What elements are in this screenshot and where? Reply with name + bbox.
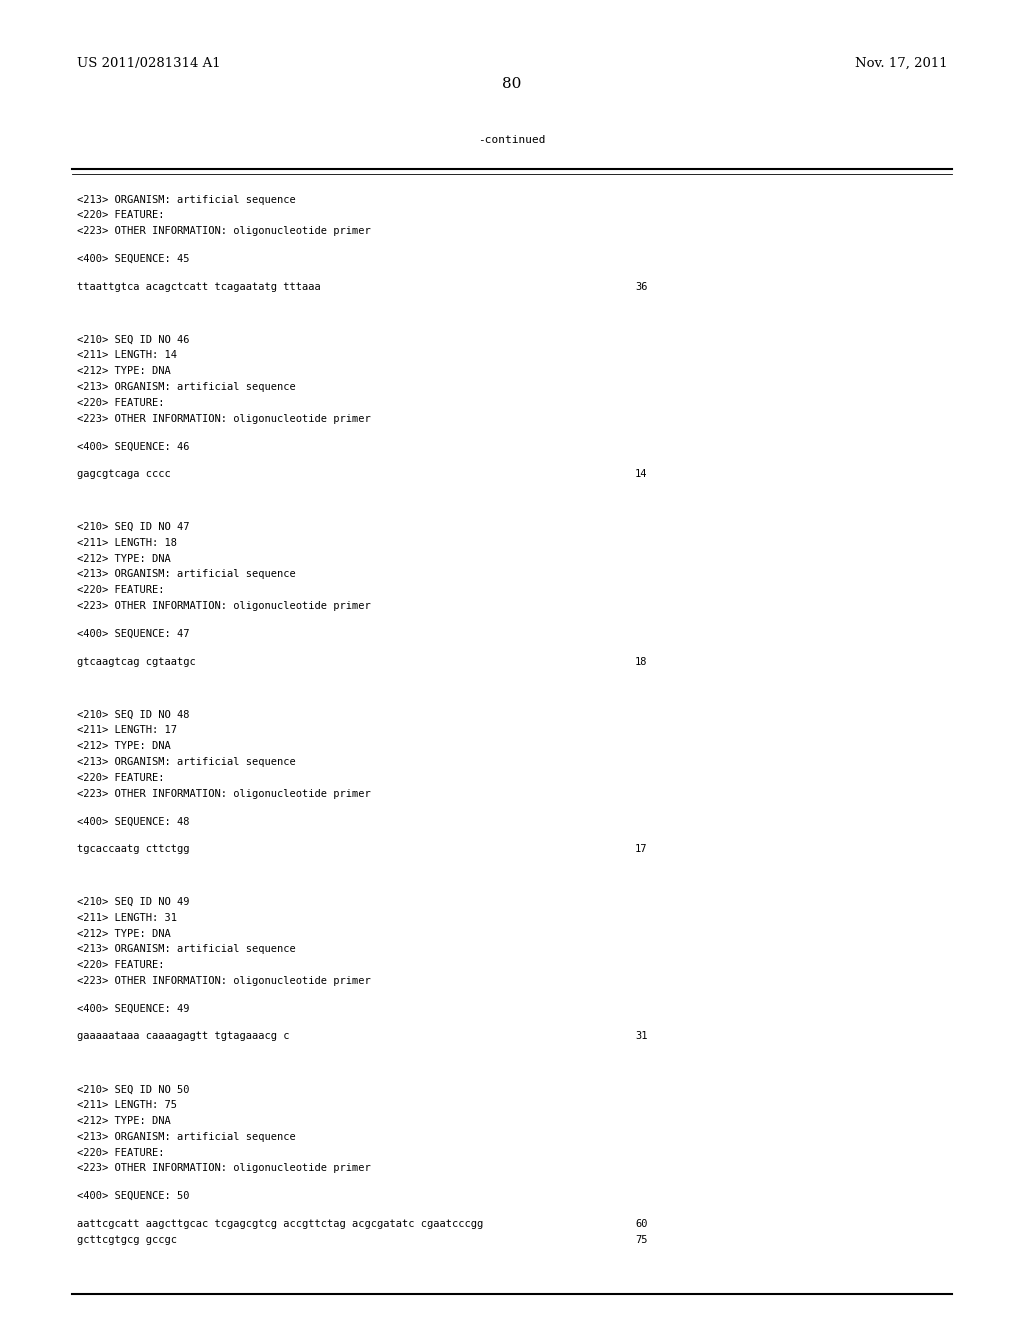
Text: <220> FEATURE:: <220> FEATURE:: [77, 772, 164, 783]
Text: <400> SEQUENCE: 47: <400> SEQUENCE: 47: [77, 628, 189, 639]
Text: <213> ORGANISM: artificial sequence: <213> ORGANISM: artificial sequence: [77, 944, 296, 954]
Text: <212> TYPE: DNA: <212> TYPE: DNA: [77, 366, 171, 376]
Text: <211> LENGTH: 31: <211> LENGTH: 31: [77, 912, 177, 923]
Text: <400> SEQUENCE: 46: <400> SEQUENCE: 46: [77, 441, 189, 451]
Text: <212> TYPE: DNA: <212> TYPE: DNA: [77, 928, 171, 939]
Text: tgcaccaatg cttctgg: tgcaccaatg cttctgg: [77, 843, 189, 854]
Text: 75: 75: [635, 1234, 647, 1245]
Text: 36: 36: [635, 281, 647, 292]
Text: <223> OTHER INFORMATION: oligonucleotide primer: <223> OTHER INFORMATION: oligonucleotide…: [77, 788, 371, 799]
Text: -continued: -continued: [478, 135, 546, 145]
Text: <400> SEQUENCE: 49: <400> SEQUENCE: 49: [77, 1003, 189, 1014]
Text: <220> FEATURE:: <220> FEATURE:: [77, 1147, 164, 1158]
Text: <400> SEQUENCE: 48: <400> SEQUENCE: 48: [77, 816, 189, 826]
Text: gaaaaataaa caaaagagtt tgtagaaacg c: gaaaaataaa caaaagagtt tgtagaaacg c: [77, 1031, 290, 1041]
Text: <213> ORGANISM: artificial sequence: <213> ORGANISM: artificial sequence: [77, 381, 296, 392]
Text: <223> OTHER INFORMATION: oligonucleotide primer: <223> OTHER INFORMATION: oligonucleotide…: [77, 601, 371, 611]
Text: <400> SEQUENCE: 50: <400> SEQUENCE: 50: [77, 1191, 189, 1201]
Text: <400> SEQUENCE: 45: <400> SEQUENCE: 45: [77, 253, 189, 264]
Text: <220> FEATURE:: <220> FEATURE:: [77, 397, 164, 408]
Text: gtcaagtcag cgtaatgc: gtcaagtcag cgtaatgc: [77, 656, 196, 667]
Text: <223> OTHER INFORMATION: oligonucleotide primer: <223> OTHER INFORMATION: oligonucleotide…: [77, 1163, 371, 1173]
Text: <210> SEQ ID NO 49: <210> SEQ ID NO 49: [77, 896, 189, 907]
Text: <223> OTHER INFORMATION: oligonucleotide primer: <223> OTHER INFORMATION: oligonucleotide…: [77, 226, 371, 236]
Text: <210> SEQ ID NO 47: <210> SEQ ID NO 47: [77, 521, 189, 532]
Text: 18: 18: [635, 656, 647, 667]
Text: 14: 14: [635, 469, 647, 479]
Text: <223> OTHER INFORMATION: oligonucleotide primer: <223> OTHER INFORMATION: oligonucleotide…: [77, 413, 371, 424]
Text: <212> TYPE: DNA: <212> TYPE: DNA: [77, 1115, 171, 1126]
Text: <220> FEATURE:: <220> FEATURE:: [77, 210, 164, 220]
Text: US 2011/0281314 A1: US 2011/0281314 A1: [77, 57, 220, 70]
Text: ttaattgtca acagctcatt tcagaatatg tttaaa: ttaattgtca acagctcatt tcagaatatg tttaaa: [77, 281, 321, 292]
Text: <213> ORGANISM: artificial sequence: <213> ORGANISM: artificial sequence: [77, 194, 296, 205]
Text: <211> LENGTH: 18: <211> LENGTH: 18: [77, 537, 177, 548]
Text: gcttcgtgcg gccgc: gcttcgtgcg gccgc: [77, 1234, 177, 1245]
Text: aattcgcatt aagcttgcac tcgagcgtcg accgttctag acgcgatatc cgaatcccgg: aattcgcatt aagcttgcac tcgagcgtcg accgttc…: [77, 1218, 483, 1229]
Text: 80: 80: [503, 77, 521, 91]
Text: 31: 31: [635, 1031, 647, 1041]
Text: <213> ORGANISM: artificial sequence: <213> ORGANISM: artificial sequence: [77, 1131, 296, 1142]
Text: 17: 17: [635, 843, 647, 854]
Text: gagcgtcaga cccc: gagcgtcaga cccc: [77, 469, 171, 479]
Text: <220> FEATURE:: <220> FEATURE:: [77, 585, 164, 595]
Text: <213> ORGANISM: artificial sequence: <213> ORGANISM: artificial sequence: [77, 756, 296, 767]
Text: <210> SEQ ID NO 48: <210> SEQ ID NO 48: [77, 709, 189, 719]
Text: <210> SEQ ID NO 46: <210> SEQ ID NO 46: [77, 334, 189, 345]
Text: <223> OTHER INFORMATION: oligonucleotide primer: <223> OTHER INFORMATION: oligonucleotide…: [77, 975, 371, 986]
Text: 60: 60: [635, 1218, 647, 1229]
Text: <211> LENGTH: 75: <211> LENGTH: 75: [77, 1100, 177, 1110]
Text: <212> TYPE: DNA: <212> TYPE: DNA: [77, 741, 171, 751]
Text: <220> FEATURE:: <220> FEATURE:: [77, 960, 164, 970]
Text: <213> ORGANISM: artificial sequence: <213> ORGANISM: artificial sequence: [77, 569, 296, 579]
Text: Nov. 17, 2011: Nov. 17, 2011: [855, 57, 947, 70]
Text: <212> TYPE: DNA: <212> TYPE: DNA: [77, 553, 171, 564]
Text: <211> LENGTH: 14: <211> LENGTH: 14: [77, 350, 177, 360]
Text: <210> SEQ ID NO 50: <210> SEQ ID NO 50: [77, 1084, 189, 1094]
Text: <211> LENGTH: 17: <211> LENGTH: 17: [77, 725, 177, 735]
